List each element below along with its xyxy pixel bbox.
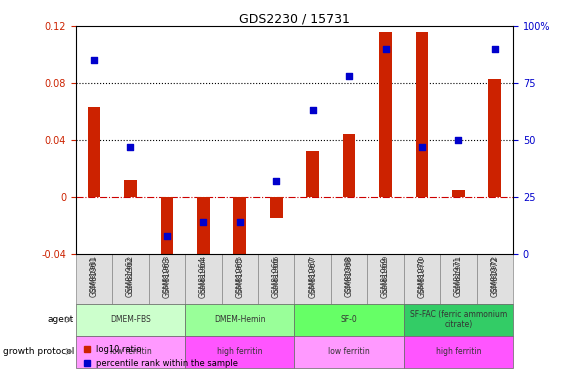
- Point: [454, 137, 463, 143]
- Text: GSM81965: GSM81965: [236, 256, 244, 298]
- Text: agent: agent: [48, 315, 74, 324]
- Text: DMEM-Hemin: DMEM-Hemin: [214, 315, 265, 324]
- Text: GSM81969: GSM81969: [382, 255, 388, 293]
- Bar: [452, 190, 465, 197]
- Text: GSM81968: GSM81968: [346, 255, 352, 293]
- Bar: [306, 152, 319, 197]
- Bar: [124, 180, 137, 197]
- Point: [381, 46, 390, 52]
- Text: GSM81970: GSM81970: [419, 255, 425, 293]
- Bar: [197, 197, 210, 258]
- Text: GSM81961: GSM81961: [90, 256, 99, 297]
- Bar: [160, 197, 173, 258]
- Text: GSM81967: GSM81967: [308, 256, 317, 298]
- Text: SF-FAC (ferric ammonium
citrate): SF-FAC (ferric ammonium citrate): [410, 310, 507, 329]
- Point: [272, 178, 281, 184]
- Title: GDS2230 / 15731: GDS2230 / 15731: [239, 12, 350, 25]
- Text: GSM81967: GSM81967: [310, 255, 315, 293]
- Point: [199, 219, 208, 225]
- Text: GSM81962: GSM81962: [128, 255, 134, 293]
- Text: growth protocol: growth protocol: [2, 347, 74, 356]
- FancyBboxPatch shape: [403, 303, 513, 336]
- Bar: [379, 32, 392, 197]
- FancyBboxPatch shape: [440, 254, 476, 303]
- Bar: [489, 79, 501, 197]
- FancyBboxPatch shape: [222, 254, 258, 303]
- Point: [126, 144, 135, 150]
- Text: GSM81972: GSM81972: [492, 255, 498, 293]
- Bar: [416, 32, 429, 197]
- FancyBboxPatch shape: [294, 303, 403, 336]
- Bar: [343, 134, 356, 197]
- FancyBboxPatch shape: [149, 254, 185, 303]
- Text: low ferritin: low ferritin: [110, 347, 152, 356]
- Text: GSM81966: GSM81966: [273, 255, 279, 293]
- FancyBboxPatch shape: [112, 254, 149, 303]
- FancyBboxPatch shape: [403, 254, 440, 303]
- Text: DMEM-FBS: DMEM-FBS: [110, 315, 151, 324]
- FancyBboxPatch shape: [76, 254, 112, 303]
- FancyBboxPatch shape: [367, 254, 403, 303]
- FancyBboxPatch shape: [185, 254, 222, 303]
- Text: GSM81972: GSM81972: [490, 256, 499, 297]
- Text: GSM81965: GSM81965: [237, 255, 243, 293]
- FancyBboxPatch shape: [185, 336, 294, 368]
- Point: [345, 73, 354, 79]
- FancyBboxPatch shape: [331, 254, 367, 303]
- FancyBboxPatch shape: [76, 336, 185, 368]
- Text: GSM81968: GSM81968: [345, 256, 353, 297]
- FancyBboxPatch shape: [294, 254, 331, 303]
- FancyBboxPatch shape: [258, 254, 294, 303]
- Point: [162, 232, 171, 238]
- Text: GSM81966: GSM81966: [272, 256, 280, 298]
- Text: GSM81964: GSM81964: [199, 256, 208, 298]
- Text: GSM81971: GSM81971: [455, 255, 461, 293]
- Point: [89, 57, 99, 63]
- FancyBboxPatch shape: [403, 336, 513, 368]
- Point: [235, 219, 244, 225]
- Text: GSM81962: GSM81962: [126, 256, 135, 297]
- Text: GSM81963: GSM81963: [163, 256, 171, 298]
- Point: [308, 107, 317, 113]
- Text: GSM81971: GSM81971: [454, 256, 463, 297]
- Text: GSM81969: GSM81969: [381, 256, 390, 298]
- Text: GSM81964: GSM81964: [201, 255, 206, 293]
- FancyBboxPatch shape: [76, 303, 185, 336]
- FancyBboxPatch shape: [294, 336, 403, 368]
- Point: [490, 46, 500, 52]
- Point: [417, 144, 427, 150]
- Text: low ferritin: low ferritin: [328, 347, 370, 356]
- Text: SF-0: SF-0: [340, 315, 357, 324]
- FancyBboxPatch shape: [185, 303, 294, 336]
- Text: GSM81970: GSM81970: [417, 256, 426, 298]
- FancyBboxPatch shape: [476, 254, 513, 303]
- Text: high ferritin: high ferritin: [217, 347, 262, 356]
- Text: high ferritin: high ferritin: [436, 347, 481, 356]
- Text: GSM81961: GSM81961: [91, 255, 97, 293]
- Bar: [87, 107, 100, 197]
- Legend: log10 ratio, percentile rank within the sample: log10 ratio, percentile rank within the …: [80, 342, 241, 371]
- Bar: [270, 197, 283, 218]
- Bar: [233, 197, 246, 262]
- Text: GSM81963: GSM81963: [164, 255, 170, 293]
